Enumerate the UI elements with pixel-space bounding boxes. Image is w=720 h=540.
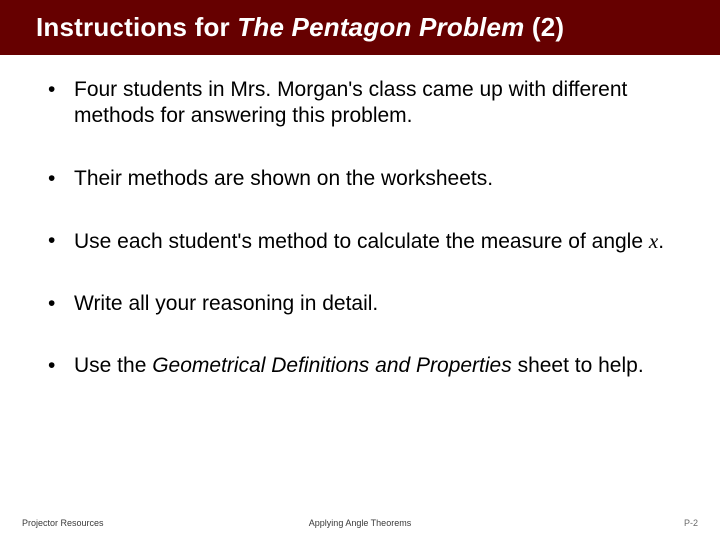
title-suffix: (2) — [524, 12, 564, 42]
list-item: Write all your reasoning in detail. — [44, 291, 676, 317]
list-item: Use the Geometrical Definitions and Prop… — [44, 353, 676, 379]
footer-left: Projector Resources — [22, 518, 104, 528]
bullet-text-pre: Use the — [74, 354, 152, 377]
variable-x: x — [649, 229, 658, 253]
bullet-text-pre: Use each student's method to calculate t… — [74, 230, 649, 253]
bullet-text-post: sheet to help. — [512, 354, 644, 377]
slide-content: Four students in Mrs. Morgan's class cam… — [0, 55, 720, 380]
emphasized-text: Geometrical Definitions and Properties — [152, 354, 512, 377]
bullet-text: Write all your reasoning in detail. — [74, 292, 378, 315]
list-item: Four students in Mrs. Morgan's class cam… — [44, 77, 676, 130]
slide-title-bar: Instructions for The Pentagon Problem (2… — [0, 0, 720, 55]
footer-right: P-2 — [684, 518, 698, 528]
title-prefix: Instructions for — [36, 12, 237, 42]
bullet-text: Four students in Mrs. Morgan's class cam… — [74, 78, 627, 127]
bullet-text: Their methods are shown on the worksheet… — [74, 167, 493, 190]
slide-footer: Projector Resources Applying Angle Theor… — [0, 518, 720, 528]
list-item: Use each student's method to calculate t… — [44, 228, 676, 255]
title-italic: The Pentagon Problem — [237, 12, 524, 42]
bullet-list: Four students in Mrs. Morgan's class cam… — [44, 77, 676, 380]
list-item: Their methods are shown on the worksheet… — [44, 166, 676, 192]
footer-center: Applying Angle Theorems — [309, 518, 411, 528]
bullet-text-post: . — [658, 230, 664, 253]
